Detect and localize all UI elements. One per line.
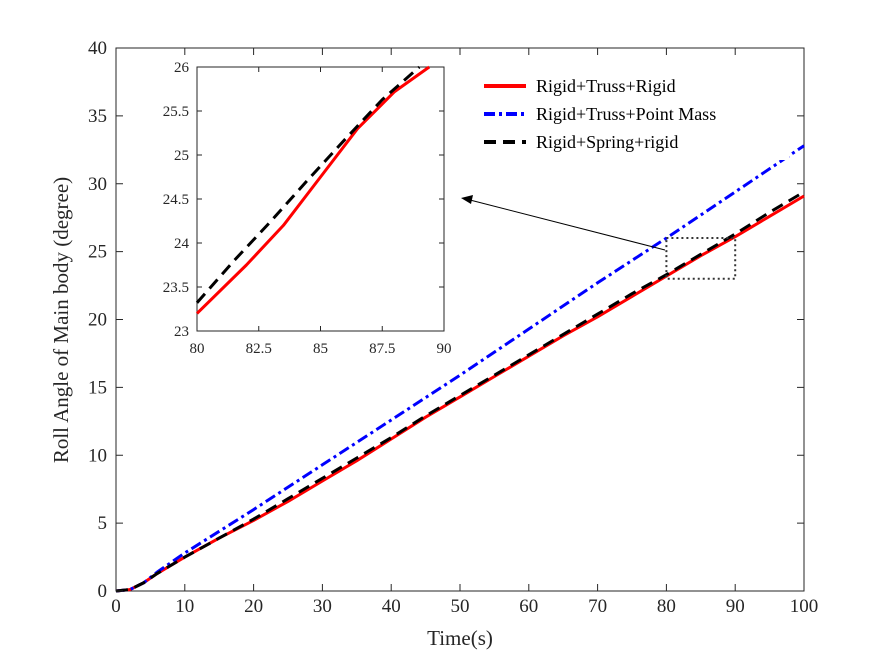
main-y-tick-label: 30 — [88, 174, 107, 195]
main-y-tick-label: 35 — [88, 106, 107, 127]
inset-series-line-0 — [195, 65, 431, 315]
main-x-tick-label: 70 — [588, 596, 607, 617]
legend-label-rigid-truss-rigid: Rigid+Truss+Rigid — [536, 76, 676, 96]
main-series-group — [115, 144, 805, 593]
inset-y-tick-label: 25 — [174, 148, 189, 164]
main-y-tick-label: 40 — [88, 38, 107, 59]
inset-plot-area — [196, 66, 445, 332]
main-x-ticks: 0 10 20 30 40 50 60 70 80 90 100 — [111, 48, 818, 617]
y-axis-title: Roll Angle of Main body (degree) — [49, 177, 73, 463]
legend: Rigid+Truss+Rigid Rigid+Truss+Point Mass… — [474, 70, 789, 160]
inset-x-tick-label: 85 — [313, 341, 328, 357]
inset-y-tick-label: 24 — [174, 236, 190, 252]
main-y-tick-label: 10 — [88, 445, 107, 466]
inset-x-tick-label: 87.5 — [369, 341, 395, 357]
main-x-tick-label: 30 — [313, 596, 332, 617]
main-x-tick-label: 90 — [726, 596, 745, 617]
main-x-tick-label: 100 — [790, 596, 819, 617]
main-x-tick-label: 50 — [451, 596, 470, 617]
main-x-tick-label: 40 — [382, 596, 401, 617]
inset-series-group — [195, 65, 431, 315]
main-y-tick-label: 0 — [98, 581, 108, 602]
main-y-tick-label: 20 — [88, 310, 107, 331]
inset-x-tick-label: 90 — [437, 341, 452, 357]
zoom-arrow-line — [469, 199, 666, 251]
main-x-tick-label: 20 — [244, 596, 263, 617]
inset-y-ticks: 23 23.5 24 24.5 25 25.5 26 — [163, 60, 444, 340]
main-y-tick-label: 25 — [88, 242, 107, 263]
inset-x-tick-label: 80 — [190, 341, 205, 357]
inset-y-tick-label: 24.5 — [163, 192, 189, 208]
main-x-tick-label: 60 — [519, 596, 538, 617]
inset-axes: 80 82.5 85 87.5 90 23 23.5 24 24.5 25 25.5 26 — [163, 60, 452, 357]
main-y-ticks: 0 5 10 15 20 25 30 35 40 — [88, 38, 804, 602]
legend-label-rigid-spring-rigid: Rigid+Spring+rigid — [536, 132, 678, 152]
inset-y-tick-label: 25.5 — [163, 104, 189, 120]
main-x-tick-label: 10 — [175, 596, 194, 617]
inset-y-tick-label: 26 — [174, 60, 190, 76]
inset-y-tick-label: 23 — [174, 324, 189, 340]
zoom-arrow-head — [461, 195, 473, 204]
inset-x-tick-label: 82.5 — [246, 341, 272, 357]
legend-box — [474, 70, 789, 160]
x-axis-title: Time(s) — [427, 626, 493, 650]
main-series-line-2 — [115, 190, 805, 593]
main-x-tick-label: 0 — [111, 596, 121, 617]
main-series-line-1 — [115, 144, 805, 593]
legend-label-rigid-truss-point-mass: Rigid+Truss+Point Mass — [536, 104, 716, 124]
inset-y-tick-label: 23.5 — [163, 280, 189, 296]
main-x-tick-label: 80 — [657, 596, 676, 617]
main-y-tick-label: 15 — [88, 377, 107, 398]
main-y-tick-label: 5 — [98, 513, 108, 534]
inset-x-ticks: 80 82.5 85 87.5 90 — [190, 67, 452, 357]
inset-series-line-1 — [195, 65, 421, 304]
